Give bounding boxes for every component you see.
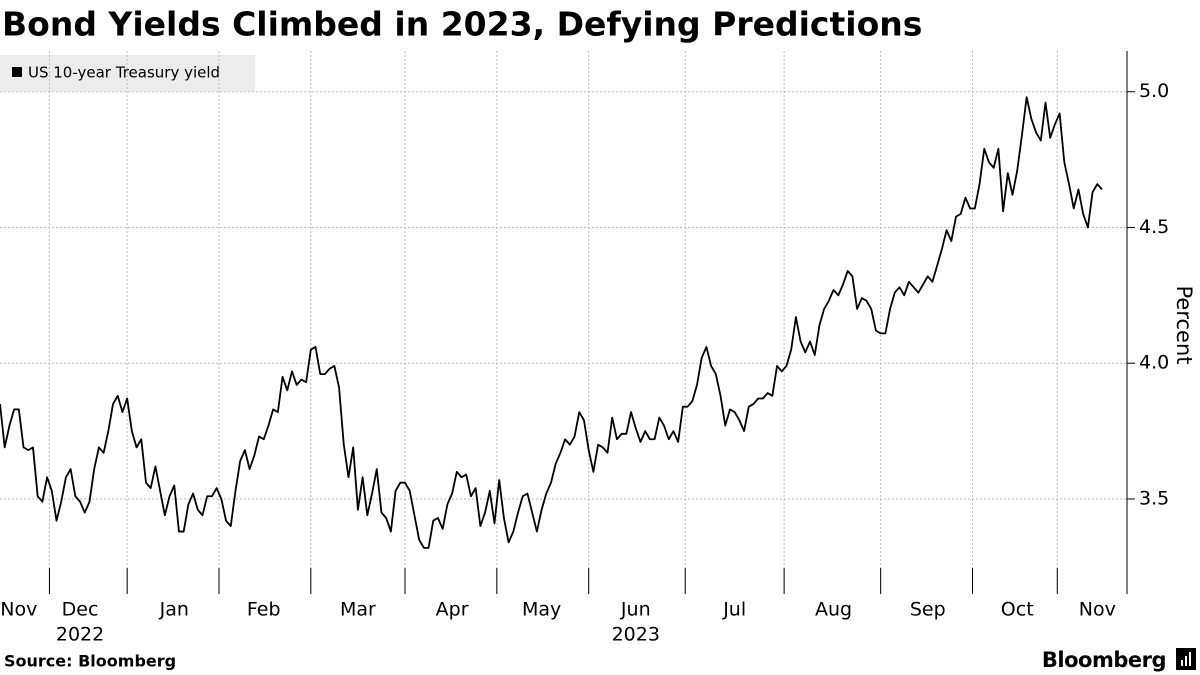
chart-title: Bond Yields Climbed in 2023, Defying Pre… — [2, 5, 922, 44]
source: Source: Bloomberg — [4, 652, 176, 671]
y-tick-label: 4.5 — [1139, 216, 1169, 238]
x-year-label: 2022 — [56, 624, 104, 646]
x-year-label: 2023 — [612, 624, 660, 646]
x-tick-label: Nov — [1079, 599, 1116, 621]
line — [0, 96, 1103, 549]
x-tick-label: May — [522, 599, 561, 621]
x-tick-label: Apr — [436, 599, 469, 621]
x-tick-label: Sep — [910, 599, 946, 621]
brand: Bloomberg — [1042, 648, 1166, 672]
y-tick-label: 4.0 — [1139, 352, 1169, 374]
x-tick-label: Aug — [815, 599, 852, 621]
x-tick-label: Nov — [0, 599, 37, 621]
x-tick-label: Jan — [159, 599, 189, 621]
x-tick-label: Oct — [1001, 599, 1034, 621]
legend-swatch — [12, 67, 22, 77]
y-tick-label: 3.5 — [1139, 487, 1169, 509]
legend-label: US 10-year Treasury yield — [28, 64, 220, 82]
x-tick-label: Dec — [62, 599, 99, 621]
x-tick-label: Feb — [247, 599, 281, 621]
y-axis-label: Percent — [1172, 285, 1196, 364]
x-tick-label: Mar — [340, 599, 376, 621]
brand-icon — [1176, 648, 1196, 670]
y-tick-label: 5.0 — [1139, 80, 1169, 102]
x-tick-label: Jul — [722, 599, 746, 621]
x-tick-label: Jun — [620, 599, 651, 621]
